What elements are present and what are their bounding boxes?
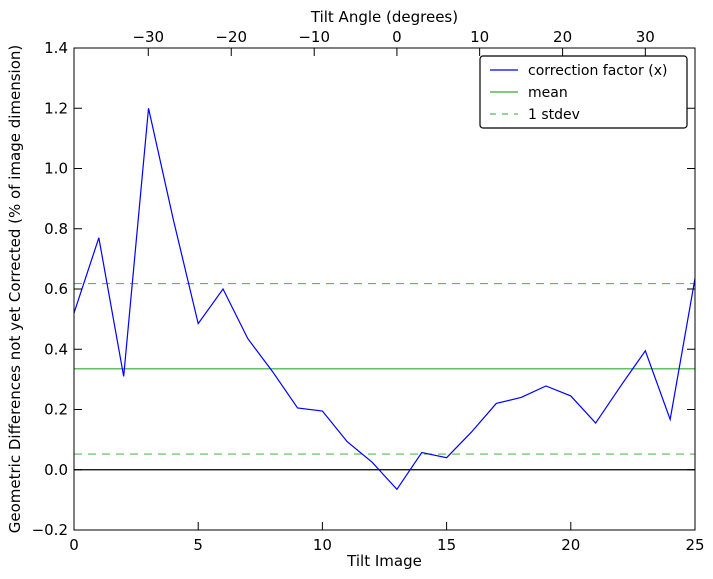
top-x-tick-label: −30 <box>132 28 164 46</box>
y-tick-label: 0.2 <box>44 401 68 419</box>
top-x-tick-label: 0 <box>392 28 402 46</box>
y-tick-label: 0.8 <box>44 220 68 238</box>
y-tick-label: 1.4 <box>44 39 68 57</box>
y-tick-label: −0.2 <box>32 521 68 539</box>
top-x-tick-label: −10 <box>298 28 330 46</box>
x-tick-label: 15 <box>437 536 456 554</box>
x-tick-label: 25 <box>685 536 704 554</box>
top-x-tick-label: −20 <box>215 28 247 46</box>
top-x-axis-title: Tilt Angle (degrees) <box>310 8 458 26</box>
legend-label-stdev: 1 stdev <box>528 107 580 123</box>
y-tick-label: 0.4 <box>44 340 68 358</box>
x-tick-label: 20 <box>561 536 580 554</box>
legend-label-mean: mean <box>528 85 568 101</box>
y-tick-label: 1.2 <box>44 99 68 117</box>
legend-label-correction-factor: correction factor (x) <box>528 63 667 79</box>
x-tick-label: 0 <box>69 536 79 554</box>
x-axis-title: Tilt Image <box>346 552 422 570</box>
top-x-tick-label: 30 <box>636 28 655 46</box>
plot-lines <box>73 108 696 491</box>
legend: correction factor (x) mean 1 stdev <box>479 55 688 129</box>
y-tick-label: 1.0 <box>44 160 68 178</box>
x-tick-label: 10 <box>313 536 332 554</box>
top-x-tick-label: 10 <box>470 28 489 46</box>
series-line-correction-factor <box>73 108 696 491</box>
y-tick-label: 0.6 <box>44 280 68 298</box>
legend-box <box>479 55 688 129</box>
top-x-tick-label: 20 <box>553 28 572 46</box>
axis-ticks: 0 5 10 15 20 25 −30 −20 −10 0 10 20 30 −0.2 0.0 0.2 0.4 0… <box>32 28 705 554</box>
x-tick-label: 5 <box>193 536 203 554</box>
y-tick-label: 0.0 <box>44 461 68 479</box>
y-axis-title: Geometric Differences not yet Corrected … <box>6 45 24 534</box>
